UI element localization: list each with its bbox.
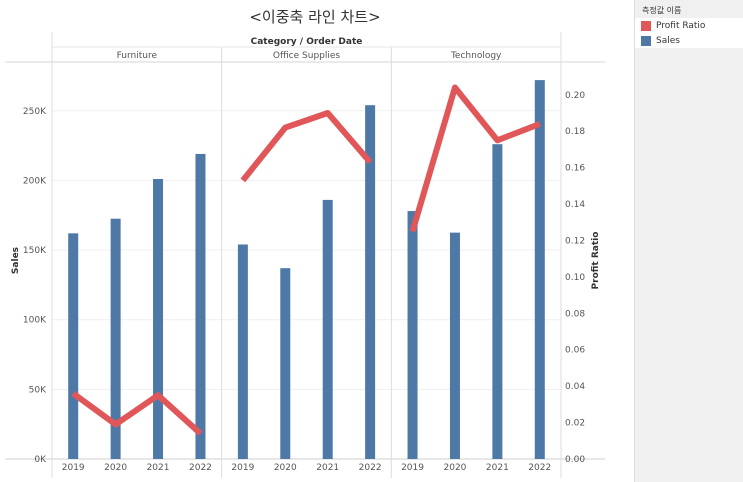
sales-bar	[68, 233, 79, 459]
legend-label-sales: Sales	[656, 35, 680, 46]
right-tick-label: 0.12	[565, 236, 585, 246]
left-tick-label: 100K	[23, 316, 47, 326]
panel-header: Furniture	[117, 51, 158, 61]
sales-bar	[280, 268, 291, 459]
right-tick-label: 0.14	[565, 200, 585, 210]
x-tick-label: 2021	[316, 463, 339, 473]
right-tick-label: 0.02	[565, 419, 585, 429]
dual-axis-chart: Category / Order Date Furniture 2019 2020 20…	[5, 32, 605, 478]
x-tick-label: 2019	[401, 463, 424, 473]
legend-title: 측정값 이름	[642, 6, 682, 15]
panel-header: Technology	[450, 51, 502, 61]
sales-bar	[534, 80, 545, 460]
sales-bar	[449, 232, 460, 459]
legend-item-sales[interactable]: Sales	[635, 33, 743, 48]
legend-swatch-sales	[641, 35, 651, 46]
left-tick-label: 200K	[23, 176, 47, 186]
sales-bar	[492, 144, 503, 459]
right-tick-label: 0.04	[565, 382, 585, 392]
x-tick-label: 2020	[274, 463, 297, 473]
sales-bar	[237, 244, 248, 459]
right-tick-label: 0.08	[565, 309, 585, 319]
sales-bar	[407, 211, 418, 459]
profit-ratio-line	[71, 391, 203, 436]
x-tick-label: 2021	[147, 463, 170, 473]
sales-bar	[365, 105, 376, 459]
right-tick-label: 0.10	[565, 273, 585, 283]
sales-bar	[110, 218, 121, 459]
category-header: Category / Order Date	[251, 37, 363, 47]
panel-header: Office Supplies	[273, 51, 341, 61]
right-tick-label: 0.20	[565, 91, 585, 101]
x-tick-label: 2021	[486, 463, 509, 473]
x-tick-label: 2019	[62, 463, 85, 473]
right-tick-label: 0.18	[565, 127, 585, 137]
x-tick-label: 2020	[444, 463, 467, 473]
legend-panel: 측정값 이름 Profit Ratio Sales	[634, 0, 743, 482]
left-tick-label: 150K	[23, 246, 47, 256]
profit-ratio-line	[240, 109, 373, 183]
x-tick-label: 2022	[528, 463, 551, 473]
x-tick-label: 2022	[189, 463, 212, 473]
right-tick-label: 0.16	[565, 164, 585, 174]
legend-swatch-profit-ratio	[641, 20, 651, 31]
sales-bar	[322, 199, 333, 459]
legend-label-profit-ratio: Profit Ratio	[656, 20, 706, 31]
left-tick-label: 50K	[29, 385, 47, 395]
right-tick-label: 0.00	[565, 455, 585, 465]
profit-ratio-line	[409, 84, 541, 233]
left-tick-label: 0K	[34, 455, 47, 465]
legend-item-profit-ratio[interactable]: Profit Ratio	[635, 18, 743, 33]
x-tick-label: 2019	[231, 463, 254, 473]
right-axis-label: Profit Ratio	[591, 232, 601, 290]
left-axis-label: Sales	[11, 247, 21, 274]
right-tick-label: 0.06	[565, 346, 585, 356]
x-tick-label: 2020	[104, 463, 127, 473]
left-tick-label: 250K	[23, 107, 47, 117]
chart-title: <이중축 라인 차트>	[249, 8, 381, 26]
sales-bar	[153, 179, 164, 459]
x-tick-label: 2022	[359, 463, 382, 473]
sales-bar	[195, 153, 206, 460]
